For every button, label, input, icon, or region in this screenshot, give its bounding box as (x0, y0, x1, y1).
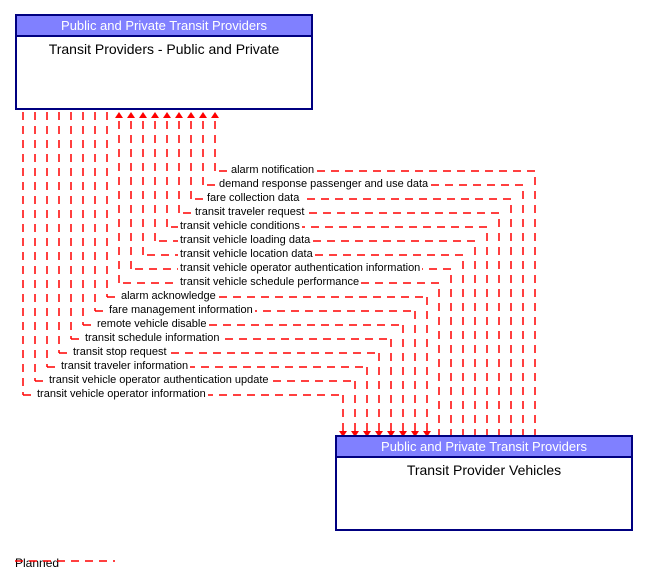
legend: Planned (15, 556, 59, 570)
flow-label: transit vehicle conditions (178, 220, 302, 232)
flow-label: alarm acknowledge (119, 290, 218, 302)
flow-label: transit vehicle schedule performance (178, 276, 361, 288)
flow-label: remote vehicle disable (95, 318, 208, 330)
box-transit-providers: Public and Private Transit Providers Tra… (15, 14, 313, 110)
flow-label: transit vehicle operator authentication … (47, 374, 271, 386)
box-bottom-body: Transit Provider Vehicles (337, 458, 631, 482)
box-top-header: Public and Private Transit Providers (17, 16, 311, 37)
flow-label: transit vehicle operator information (35, 388, 208, 400)
flow-label: transit traveler request (193, 206, 306, 218)
flow-label: fare collection data (205, 192, 301, 204)
flow-label: transit vehicle loading data (178, 234, 312, 246)
flow-label: fare management information (107, 304, 255, 316)
flow-label: transit schedule information (83, 332, 222, 344)
flow-label: transit traveler information (59, 360, 190, 372)
box-bottom-header: Public and Private Transit Providers (337, 437, 631, 458)
box-transit-vehicles: Public and Private Transit Providers Tra… (335, 435, 633, 531)
flow-label: transit stop request (71, 346, 169, 358)
box-top-body: Transit Providers - Public and Private (17, 37, 311, 61)
flow-label: alarm notification (229, 164, 316, 176)
legend-line (15, 556, 115, 566)
flow-label: transit vehicle operator authentication … (178, 262, 422, 274)
flow-label: transit vehicle location data (178, 248, 315, 260)
flow-label: demand response passenger and use data (217, 178, 430, 190)
